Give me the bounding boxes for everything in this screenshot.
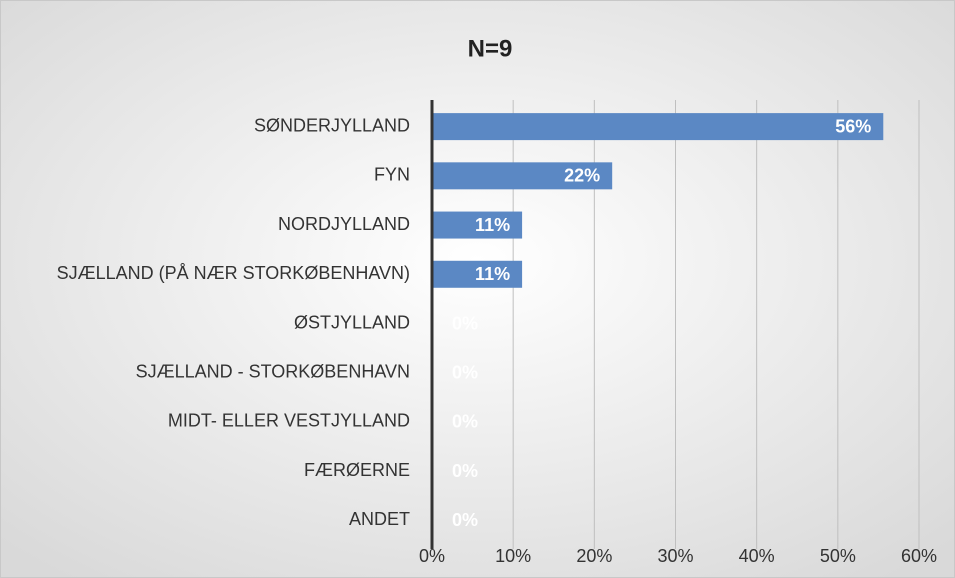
value-label: 0% (452, 362, 478, 382)
value-label: 0% (452, 412, 478, 432)
x-tick-label: 50% (820, 546, 856, 566)
value-label: 0% (452, 510, 478, 530)
x-tick-label: 10% (495, 546, 531, 566)
x-tick-label: 40% (739, 546, 775, 566)
value-label: 11% (475, 215, 510, 235)
value-label: 56% (835, 116, 871, 136)
value-label: 0% (452, 461, 478, 481)
x-tick-label: 0% (419, 546, 445, 566)
value-label: 11% (475, 264, 510, 284)
y-tick-label: ANDET (349, 509, 410, 529)
y-tick-label: NORDJYLLAND (278, 214, 410, 234)
value-label: 0% (452, 313, 478, 333)
chart-title: N=9 (468, 35, 513, 62)
bar (432, 162, 613, 190)
y-tick-label: MIDT- ELLER VESTJYLLAND (168, 411, 410, 431)
y-tick-label: SJÆLLAND - STORKØBENHAVN (136, 361, 410, 381)
x-tick-label: 20% (576, 546, 612, 566)
bar (432, 211, 523, 239)
value-label: 22% (564, 166, 600, 186)
y-tick-label: ØSTJYLLAND (294, 312, 410, 332)
bar (432, 113, 884, 141)
y-tick-label: FÆRØERNE (304, 460, 410, 480)
x-tick-label: 60% (901, 546, 937, 566)
y-tick-label: SJÆLLAND (PÅ NÆR STORKØBENHAVN) (57, 263, 410, 283)
bar (432, 260, 523, 288)
y-tick-label: FYN (374, 165, 410, 185)
x-tick-label: 30% (657, 546, 693, 566)
y-tick-label: SØNDERJYLLAND (254, 115, 410, 135)
